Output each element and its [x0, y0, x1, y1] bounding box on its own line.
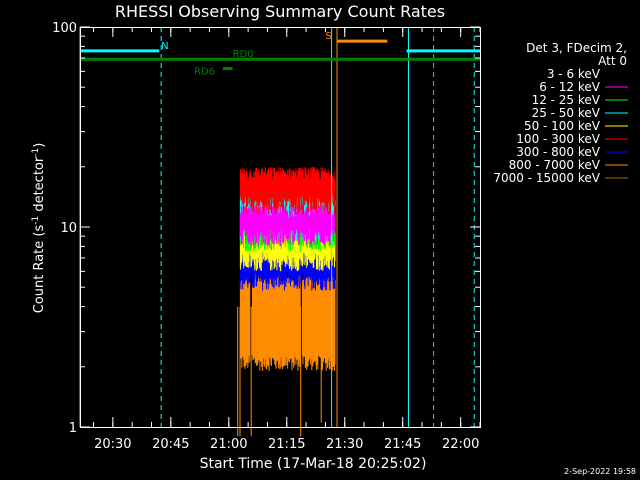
legend-entry-label: 300 - 800 keV [516, 145, 600, 159]
state-bar-label: RD0 [233, 49, 254, 60]
y-axis-label: Count Rate (s-1 detector-1) [31, 143, 47, 314]
y-axis-label-sup2: -1 [31, 148, 41, 157]
chart-title: RHESSI Observing Summary Count Rates [115, 2, 445, 21]
x-tick-label: 21:15 [268, 437, 305, 452]
series-trace [239, 204, 336, 247]
x-tick-label: 21:30 [326, 437, 363, 452]
y-axis-label-close: ) [32, 143, 47, 148]
series-trace [237, 271, 336, 437]
y-axis-label-sup1: -1 [31, 216, 41, 225]
x-tick-label: 20:45 [152, 437, 189, 452]
y-tick-label: 10 [60, 221, 77, 236]
legend-entry-label: 7000 - 15000 keV [493, 171, 600, 185]
date-stamp: 2-Sep-2022 19:58 [564, 467, 636, 476]
x-tick-label: 20:30 [94, 437, 131, 452]
state-bar-label: N [161, 41, 168, 52]
legend-entry-label: 6 - 12 keV [539, 80, 601, 94]
legend-entry-label: 12 - 25 keV [532, 93, 601, 107]
y-tick-label: 1 [69, 421, 77, 436]
x-tick-label: 22:00 [442, 437, 479, 452]
y-tick-label: 100 [52, 21, 77, 36]
state-bar-label: S [325, 31, 331, 42]
axes: 1 10 100 20:30 20:45 21:00 21:15 21:30 21:45 22:0… [52, 21, 481, 452]
legend-title-line2: Att 0 [598, 54, 627, 68]
y-axis-label-tail: detector [32, 156, 47, 216]
x-tick-label: 21:00 [210, 437, 247, 452]
legend-entry-label: 3 - 6 keV [547, 67, 601, 81]
state-bars: N S RD0 RD6 [80, 31, 480, 78]
series-trace [239, 166, 336, 215]
legend-entry-label: 25 - 50 keV [532, 106, 601, 120]
plot-area [237, 166, 336, 437]
state-bar-label: RD6 [194, 67, 215, 78]
x-axis-label: Start Time (17-Mar-18 20:25:02) [200, 456, 427, 472]
x-tick-label: 21:45 [384, 437, 421, 452]
legend-entry-label: 50 - 100 keV [524, 119, 601, 133]
legend-entry-label: 800 - 7000 keV [509, 158, 601, 172]
y-axis-label-main: Count Rate (s [32, 225, 47, 314]
legend-entry-label: 100 - 300 keV [516, 132, 600, 146]
legend-title-line1: Det 3, FDecim 2, [526, 41, 627, 55]
